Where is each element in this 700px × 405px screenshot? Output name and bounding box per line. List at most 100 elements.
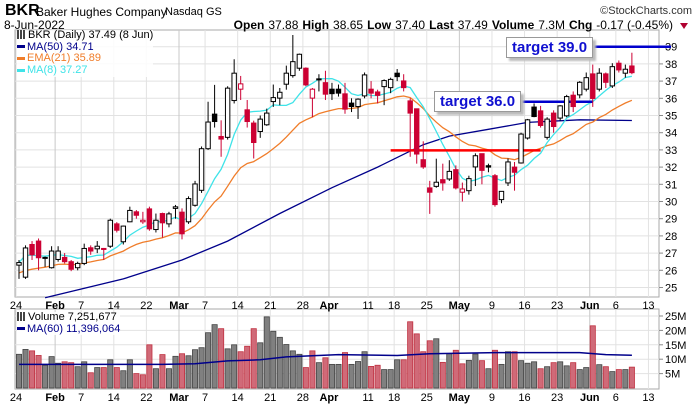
- candle-body: [74, 262, 81, 269]
- candle-body: [583, 77, 589, 90]
- volume-bar: [537, 368, 544, 389]
- last-label: Last: [429, 18, 454, 32]
- candle-body: [270, 97, 276, 103]
- candle-body: [88, 247, 94, 252]
- volume-bar: [231, 344, 238, 389]
- candle-body: [101, 247, 107, 250]
- candle: [303, 67, 309, 87]
- legend-ma8: MA(8) 37.27: [27, 64, 88, 77]
- candle: [237, 75, 244, 101]
- volume-bar: [15, 353, 22, 389]
- volume-bar: [368, 365, 375, 389]
- date-tick-label: 21: [264, 392, 276, 404]
- ma50-swatch-icon: [17, 45, 25, 49]
- candle: [577, 81, 583, 99]
- volume-bar: [29, 350, 36, 389]
- volume-bar: [94, 367, 101, 389]
- price-tick-label: 31: [665, 179, 677, 191]
- date-tick-label: 18: [388, 392, 400, 404]
- change-value: -0.17 (-0.45%): [596, 18, 673, 32]
- candle-body: [185, 198, 192, 223]
- volume-bar: [244, 345, 251, 389]
- date-tick-label: Jun: [580, 300, 600, 312]
- volume-bar: [198, 347, 205, 389]
- volume-bar: [596, 364, 603, 389]
- date-tick-label: 22: [140, 300, 152, 312]
- candle-body: [355, 98, 361, 108]
- copyright-link[interactable]: ©StockCharts.com: [600, 5, 692, 17]
- candle: [153, 213, 159, 233]
- volume-bar: [159, 354, 166, 389]
- candle: [48, 246, 55, 269]
- candle-body: [407, 100, 413, 114]
- date-tick-label: 25: [421, 300, 433, 312]
- volume-bar: [81, 361, 88, 389]
- candle: [440, 163, 446, 191]
- candle: [290, 35, 296, 78]
- candle-body: [531, 106, 537, 118]
- candle: [283, 65, 290, 90]
- date-tick-label: 24: [10, 300, 22, 312]
- volume-bar: [348, 363, 355, 389]
- candle-body: [153, 219, 159, 231]
- candle: [524, 118, 531, 140]
- volume-bar: [283, 344, 290, 389]
- candle: [61, 253, 68, 264]
- volume-bar: [100, 367, 107, 389]
- candle: [557, 105, 563, 121]
- candle: [427, 180, 433, 214]
- candle-body: [35, 240, 42, 259]
- candle-body: [563, 96, 570, 117]
- candle: [563, 94, 570, 118]
- price-tick-label: 35: [665, 111, 677, 123]
- volume-bar: [74, 366, 81, 389]
- candle: [335, 84, 342, 97]
- candle: [596, 68, 602, 92]
- candle-body: [133, 211, 140, 216]
- volume-bar: [257, 342, 264, 389]
- symbol: BKR: [5, 2, 40, 19]
- volume-bar: [394, 359, 401, 389]
- volume-bar: [413, 333, 420, 389]
- open-value: 37.88: [268, 18, 299, 32]
- volume-bar: [185, 355, 192, 389]
- candle-body: [557, 105, 563, 119]
- candle-body: [446, 170, 453, 180]
- volume-bar: [218, 328, 225, 389]
- volume-bar: [491, 349, 498, 389]
- date-tick-label: 21: [264, 300, 276, 312]
- candle-body: [283, 72, 290, 85]
- candle-body: [309, 88, 316, 99]
- candle-body: [394, 72, 400, 78]
- price-tick-label: 30: [665, 197, 677, 209]
- candle: [166, 211, 172, 228]
- candle-body: [192, 183, 198, 206]
- volume-bar: [465, 359, 472, 389]
- vol-ma60-swatch-icon: [17, 327, 25, 331]
- candle-body: [16, 262, 22, 266]
- candle: [192, 180, 198, 207]
- candle: [498, 190, 505, 204]
- date-tick-label: May: [449, 300, 471, 312]
- candle: [570, 91, 576, 113]
- candle: [374, 89, 381, 104]
- candle-body: [479, 153, 485, 171]
- volume-bar: [192, 349, 199, 389]
- price-legend: BKR (Daily) 37.49 (8 Jun) MA(50) 34.71 E…: [17, 29, 154, 77]
- candle-body: [511, 166, 518, 173]
- candle-body: [22, 247, 29, 278]
- candle-body: [459, 188, 466, 193]
- date-tick-label: 25: [421, 392, 433, 404]
- candle: [511, 161, 518, 191]
- candle-body: [472, 155, 479, 168]
- volume-bar: [276, 336, 283, 389]
- candle-body: [42, 256, 48, 259]
- volume-value: 7.3M: [538, 18, 565, 32]
- candle-body: [290, 61, 296, 77]
- candle: [172, 204, 179, 219]
- date-tick-label: 11: [362, 392, 373, 404]
- candle-body: [55, 250, 61, 260]
- candle: [88, 245, 94, 255]
- candle: [550, 110, 557, 133]
- candle-body: [127, 209, 133, 223]
